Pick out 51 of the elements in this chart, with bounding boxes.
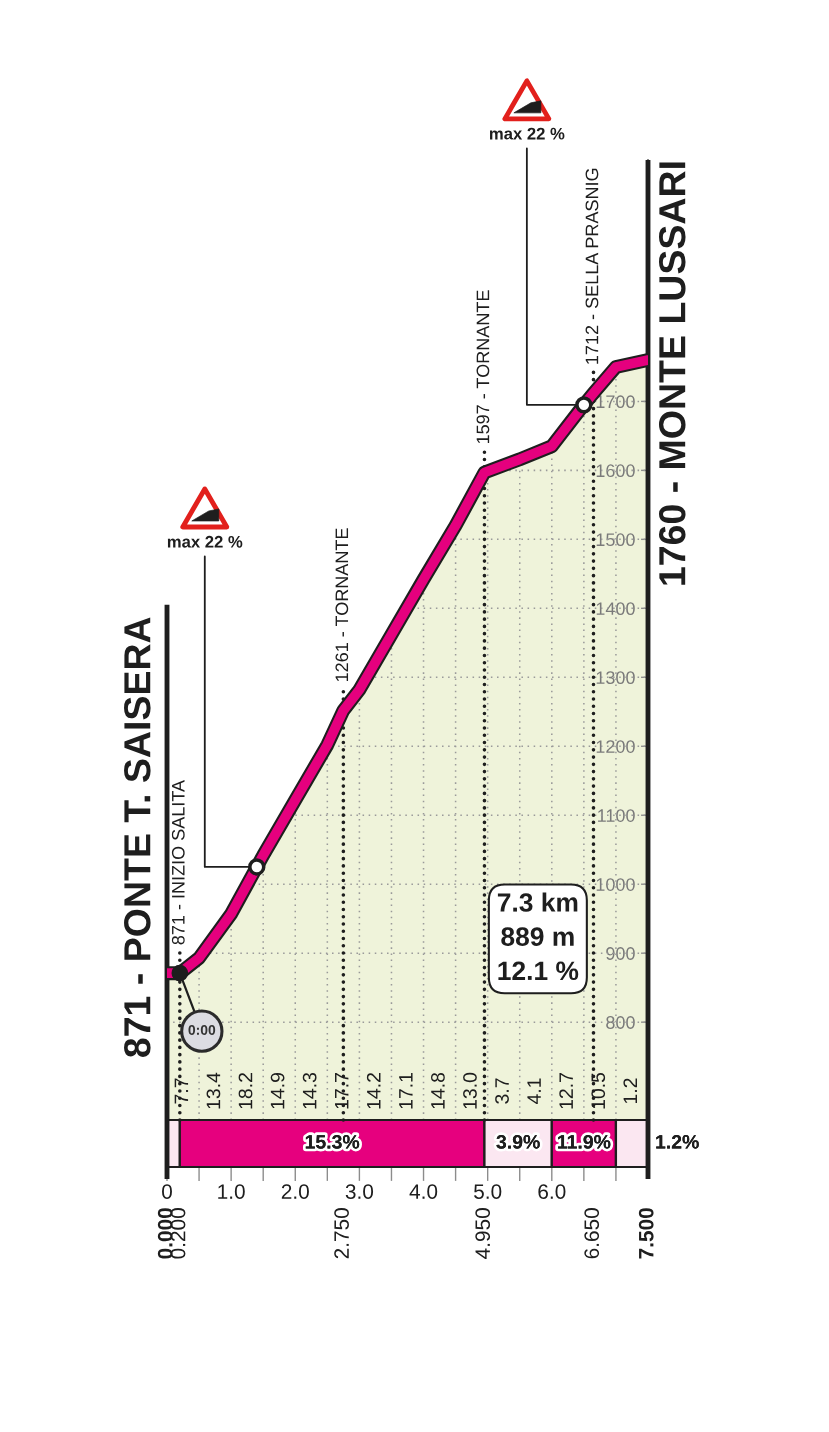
band-label: 11.9% — [558, 1134, 611, 1149]
annotation: 14.8 — [431, 1072, 445, 1109]
y-tick-label: 1300 — [596, 671, 635, 685]
x-tick-label: 2.0 — [281, 1184, 309, 1199]
annotation: 1.2 — [623, 1078, 637, 1104]
annotation: 7.7 — [174, 1078, 189, 1104]
ref-line-label: 1597 - TORNANTE — [476, 290, 490, 444]
ref-line-label: 871 - PONTE T. SAISERA — [124, 617, 151, 1057]
ref-line-label: 1261 - TORNANTE — [335, 528, 349, 682]
y-tick-label: 1400 — [596, 602, 635, 616]
x-tick-label: 3.0 — [345, 1184, 374, 1199]
band-label: 3.9% — [496, 1134, 540, 1149]
y-tick-label: 1500 — [596, 533, 635, 547]
y-tick-label: 800 — [606, 1016, 635, 1029]
annotation: 17.7 — [335, 1073, 349, 1109]
x2-tick-label: 2.750 — [334, 1208, 349, 1259]
x2-tick-label: 4.950 — [475, 1208, 491, 1259]
y-tick-label: 900 — [606, 947, 635, 960]
annotation: 18.2 — [238, 1073, 253, 1109]
x2-tick-label: 6.650 — [584, 1208, 600, 1259]
band-label: 1.2% — [656, 1134, 699, 1149]
x-tick-label: 5.0 — [474, 1184, 502, 1199]
x-tick-label: 1.0 — [218, 1184, 245, 1199]
y-tick-label: 1100 — [598, 809, 635, 822]
annotation: 14.2 — [366, 1073, 381, 1109]
x-tick-label: 6.0 — [538, 1184, 566, 1199]
annotation: 3.7 — [495, 1078, 509, 1104]
y-tick-label: 1600 — [596, 464, 635, 478]
x-tick-label: 4.0 — [409, 1184, 438, 1199]
y-tick-label: 1000 — [596, 878, 635, 891]
band-label: 15.3% — [305, 1134, 360, 1149]
ref-line-label: 1712 - SELLA PRASNIG — [585, 168, 599, 364]
annotation: 4.1 — [527, 1078, 541, 1105]
ref-line-label: 871 - INIZIO SALITA — [171, 779, 185, 945]
annotation: max 22 % — [489, 127, 565, 140]
annotation: 889 m — [501, 927, 574, 946]
x-tick-label: 0 — [162, 1184, 172, 1199]
y-tick-label: 1700 — [596, 395, 635, 409]
annotation: 14.3 — [302, 1072, 317, 1109]
annotation: 0:00 — [188, 1025, 216, 1035]
annotation: 12.7 — [559, 1073, 573, 1109]
annotation: 13.0 — [463, 1072, 477, 1109]
annotation: 17.1 — [399, 1073, 413, 1109]
ref-line-label: 1760 - MONTE LUSSARI — [658, 162, 686, 585]
annotation: 14.9 — [270, 1073, 285, 1109]
annotation: max 22 % — [167, 535, 243, 548]
x2-tick-label: 7.500 — [638, 1208, 654, 1259]
annotation: 13.4 — [206, 1072, 221, 1109]
annotation: 7.3 km — [497, 892, 578, 912]
annotation: 12.1 % — [498, 961, 579, 981]
y-tick-label: 1200 — [596, 740, 635, 753]
